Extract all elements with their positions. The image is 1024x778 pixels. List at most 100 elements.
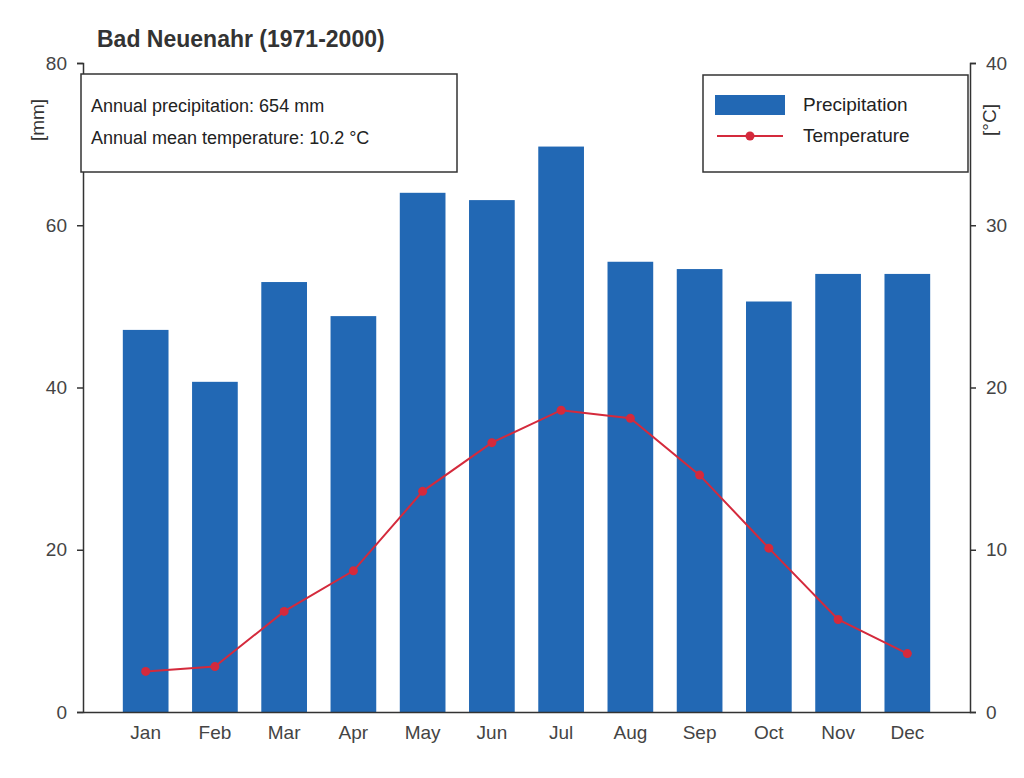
tick-mark [970, 225, 976, 227]
legend-entry: Precipitation [715, 94, 908, 115]
bar [469, 200, 515, 712]
tick: 0 [56, 702, 83, 723]
legend-marker [746, 132, 755, 141]
axis-line [84, 712, 971, 714]
tick-label: Feb [199, 722, 232, 743]
tick: Sep [683, 722, 717, 743]
axis-line [971, 64, 977, 713]
tick-label: Mar [268, 722, 301, 743]
tick-label: 0 [56, 702, 67, 723]
bar [331, 316, 377, 712]
bar [746, 302, 792, 712]
tick-label: Aug [613, 722, 647, 743]
tick: May [405, 722, 441, 743]
tick: 20 [46, 539, 83, 560]
legend-entry: Temperature [717, 125, 910, 146]
tick-mark [77, 550, 83, 552]
marker [141, 667, 150, 676]
bar [538, 147, 584, 712]
y-axis: 0 20 40 60 80 [46, 53, 84, 723]
tick: Oct [754, 722, 784, 743]
legend-swatch [715, 95, 785, 115]
tick: Apr [339, 722, 369, 743]
y2-axis-title: [°C] [979, 104, 1000, 136]
tick: Jun [477, 722, 508, 743]
tick-label: 0 [986, 702, 997, 723]
tick-mark [77, 712, 83, 714]
tick: Jan [130, 722, 161, 743]
bar [608, 262, 654, 712]
marker [210, 662, 219, 671]
marker [903, 649, 912, 658]
tick-label: 60 [46, 215, 67, 236]
tick-mark [970, 387, 976, 389]
tick-label: Jul [549, 722, 573, 743]
bar [815, 274, 861, 712]
tick-label: Sep [683, 722, 717, 743]
tick-label: Dec [890, 722, 924, 743]
tick: Dec [890, 722, 924, 743]
bar [261, 282, 307, 712]
tick-label: Jan [130, 722, 161, 743]
tick-mark [77, 225, 83, 227]
tick: 60 [46, 215, 83, 236]
title: Bad Neuenahr (1971-2000) [97, 26, 385, 52]
tick: 0 [970, 702, 997, 723]
bar [400, 193, 446, 712]
y-axis-title: [mm] [27, 99, 48, 141]
tick-label: 40 [986, 53, 1007, 74]
tick-label: 20 [46, 539, 67, 560]
marker [487, 438, 496, 447]
tick-mark [970, 712, 976, 714]
tick-label: 40 [46, 377, 67, 398]
marker [349, 566, 358, 575]
marker [834, 615, 843, 624]
marker [280, 607, 289, 616]
marker [557, 406, 566, 415]
tick-mark [970, 550, 976, 552]
line [146, 410, 908, 671]
tick-label: 80 [46, 53, 67, 74]
tick-label: 10 [986, 539, 1007, 560]
legend-frame [703, 75, 968, 172]
legend-label: Temperature [803, 125, 910, 146]
legend-label: Precipitation [803, 94, 908, 115]
tick: 80 [46, 53, 83, 74]
bar-series [123, 147, 930, 712]
annotation-box: Annual precipitation: 654 mm Annual mean … [81, 74, 457, 172]
tick-mark [77, 63, 83, 65]
tick: Aug [613, 722, 647, 743]
bar [123, 330, 169, 712]
tick-label: 20 [986, 377, 1007, 398]
tick-mark [970, 63, 976, 65]
tick: 10 [970, 539, 1007, 560]
tick-label: Jun [477, 722, 508, 743]
x-axis: Jan Feb Mar Apr May Jun Jul Aug Sep Oct Nov Dec [84, 713, 971, 744]
tick: 40 [970, 53, 1007, 74]
marker [418, 487, 427, 496]
tick-label: 30 [986, 215, 1007, 236]
tick-label: Nov [821, 722, 855, 743]
tick-label: Apr [339, 722, 369, 743]
chart: Bad Neuenahr (1971-2000)JanFebMarAprMayJ… [0, 0, 1024, 778]
tick: Mar [268, 722, 301, 743]
tick: Jul [549, 722, 573, 743]
y2-axis: 0 10 20 30 40 [970, 53, 1007, 723]
bar [192, 382, 238, 712]
plot-area [123, 147, 930, 712]
line-series [141, 406, 912, 676]
marker [626, 414, 635, 423]
annotation-frame [81, 74, 457, 172]
tick-label: May [405, 722, 441, 743]
tick: Nov [821, 722, 855, 743]
legend: Precipitation Temperature [703, 75, 968, 172]
annotation: Annual precipitation: 654 mm [91, 96, 324, 116]
tick-label: Oct [754, 722, 784, 743]
tick: Feb [199, 722, 232, 743]
marker [695, 471, 704, 480]
marker [764, 544, 773, 553]
tick: 20 [970, 377, 1007, 398]
tick-mark [77, 387, 83, 389]
tick: 40 [46, 377, 83, 398]
annotation: Annual mean temperature: 10.2 °C [91, 128, 369, 148]
